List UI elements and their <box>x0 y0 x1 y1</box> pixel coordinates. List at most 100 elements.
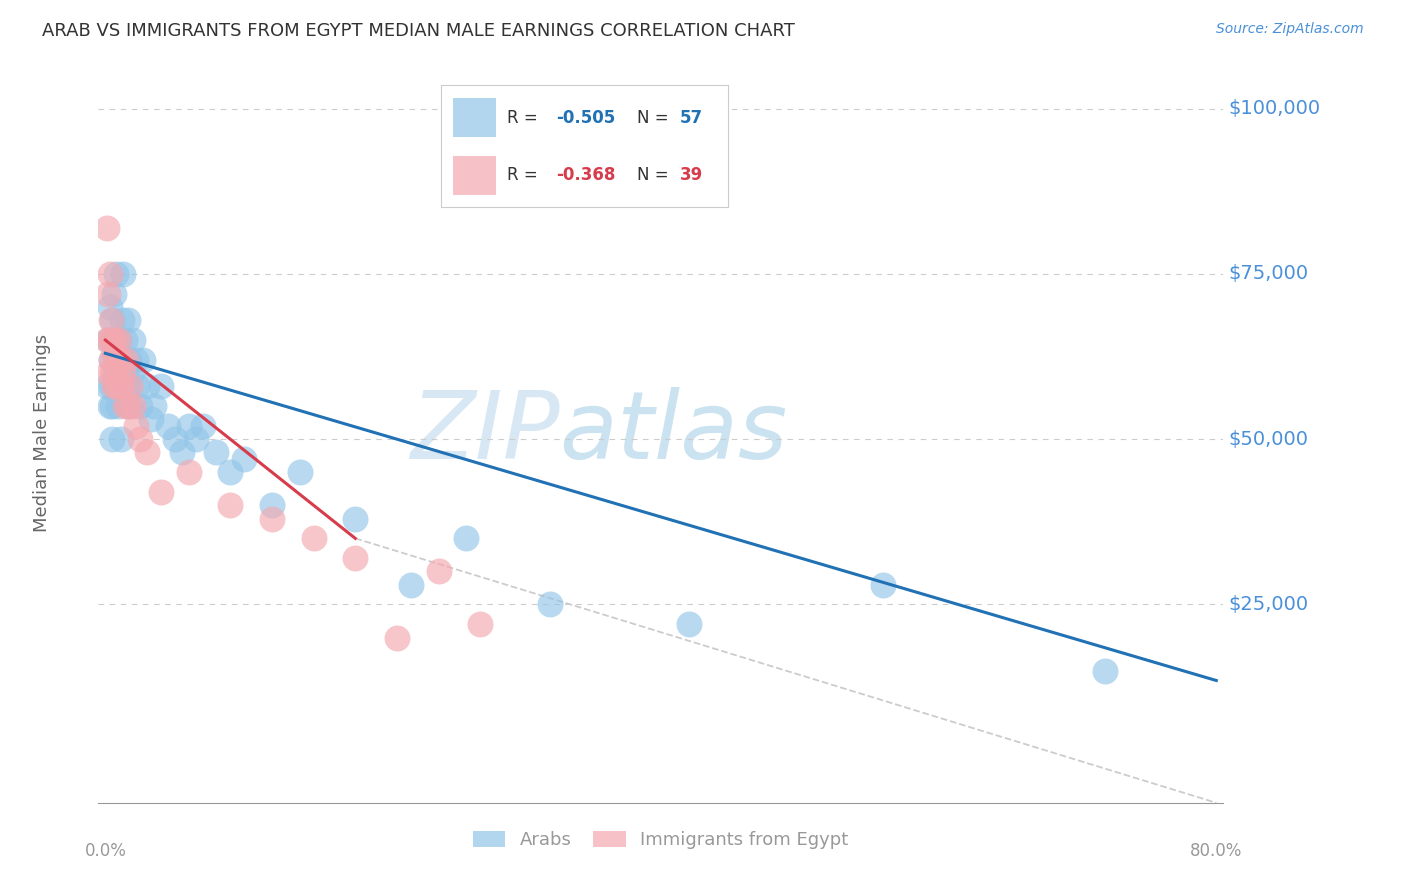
Point <box>129 399 152 413</box>
Point <box>385 631 408 645</box>
Point <box>427 565 450 579</box>
Point <box>103 379 125 393</box>
Point <box>111 379 134 393</box>
Point <box>100 352 122 367</box>
Point <box>96 220 118 235</box>
Point <box>117 379 139 393</box>
Point <box>108 333 131 347</box>
Point <box>110 432 132 446</box>
Point <box>100 313 122 327</box>
Point <box>170 445 193 459</box>
Point <box>100 379 122 393</box>
Point <box>117 313 139 327</box>
Point <box>101 333 124 347</box>
Point <box>122 399 145 413</box>
Point <box>112 366 135 380</box>
Point <box>104 379 127 393</box>
Point <box>120 379 142 393</box>
Point <box>156 419 179 434</box>
Point <box>344 551 367 566</box>
Point <box>129 432 152 446</box>
Point <box>1094 664 1116 678</box>
Point <box>288 465 311 479</box>
Point <box>104 333 127 347</box>
Point <box>100 352 122 367</box>
Point <box>108 333 131 347</box>
Point <box>114 399 136 413</box>
Point <box>96 333 118 347</box>
Point <box>115 352 138 367</box>
Text: $50,000: $50,000 <box>1229 430 1309 449</box>
Point <box>112 267 135 281</box>
Point <box>260 511 283 525</box>
Point <box>108 379 131 393</box>
Point <box>101 366 124 380</box>
Point <box>105 379 128 393</box>
Text: $100,000: $100,000 <box>1229 99 1320 119</box>
Point <box>111 313 134 327</box>
Point <box>97 286 120 301</box>
Text: $75,000: $75,000 <box>1229 264 1309 284</box>
Point <box>104 366 127 380</box>
Point <box>98 399 121 413</box>
Point <box>470 617 492 632</box>
Point <box>399 577 422 591</box>
Text: Source: ZipAtlas.com: Source: ZipAtlas.com <box>1216 22 1364 37</box>
Text: atlas: atlas <box>560 387 787 478</box>
Point <box>115 366 138 380</box>
Point <box>105 267 128 281</box>
Point <box>177 465 200 479</box>
Point <box>678 617 700 632</box>
Point <box>97 333 120 347</box>
Text: ARAB VS IMMIGRANTS FROM EGYPT MEDIAN MALE EARNINGS CORRELATION CHART: ARAB VS IMMIGRANTS FROM EGYPT MEDIAN MAL… <box>42 22 794 40</box>
Point <box>101 313 124 327</box>
Point <box>136 445 159 459</box>
Point <box>103 346 125 360</box>
Point <box>105 352 128 367</box>
Point <box>184 432 207 446</box>
Point <box>97 366 120 380</box>
Point <box>107 352 129 367</box>
Point <box>136 379 159 393</box>
Point <box>233 452 256 467</box>
Point <box>114 333 136 347</box>
Text: ZIP: ZIP <box>411 387 560 478</box>
Legend: Arabs, Immigrants from Egypt: Arabs, Immigrants from Egypt <box>472 831 849 849</box>
Point <box>143 399 166 413</box>
Text: 80.0%: 80.0% <box>1189 842 1243 861</box>
Point <box>117 399 139 413</box>
Point <box>177 419 200 434</box>
Point <box>149 379 172 393</box>
Point <box>98 300 121 314</box>
Text: $25,000: $25,000 <box>1229 595 1309 614</box>
Point <box>260 499 283 513</box>
Point <box>149 485 172 500</box>
Point <box>219 499 242 513</box>
Point <box>163 432 186 446</box>
Point <box>110 352 132 367</box>
Point <box>122 333 145 347</box>
Point <box>205 445 228 459</box>
Point <box>121 366 143 380</box>
Point <box>104 346 127 360</box>
Point <box>107 352 129 367</box>
Point <box>103 333 125 347</box>
Point <box>107 399 129 413</box>
Point <box>302 532 325 546</box>
Point <box>98 267 121 281</box>
Point <box>98 333 121 347</box>
Point <box>456 532 478 546</box>
Point <box>219 465 242 479</box>
Point <box>127 379 149 393</box>
Point <box>120 399 142 413</box>
Point <box>191 419 214 434</box>
Point <box>538 598 561 612</box>
Point <box>141 412 163 426</box>
Point <box>125 352 148 367</box>
Point <box>101 399 124 413</box>
Point <box>872 577 894 591</box>
Point <box>110 352 132 367</box>
Point <box>101 432 124 446</box>
Point <box>103 286 125 301</box>
Point <box>125 419 148 434</box>
